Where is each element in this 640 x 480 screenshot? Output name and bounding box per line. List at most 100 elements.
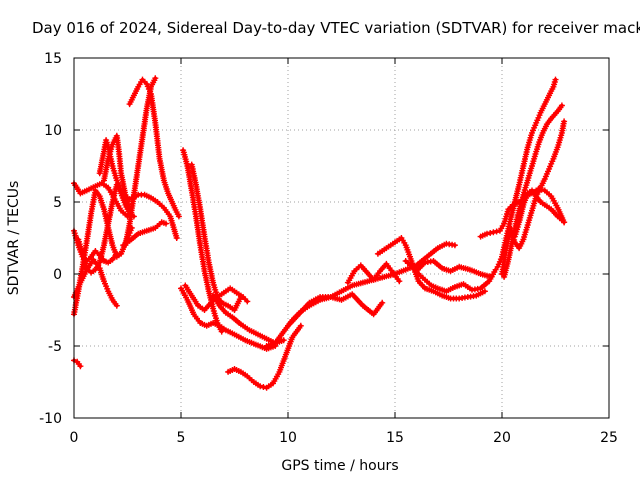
data-point-track-16-1	[217, 304, 222, 308]
data-point-track-12-2	[190, 188, 194, 193]
data-point-track-19-5	[339, 298, 344, 302]
data-point-track-27-10	[543, 177, 547, 181]
data-point-track-27-7	[530, 209, 534, 213]
data-point-track-15-7	[224, 328, 228, 332]
data-point-track-01-5	[106, 186, 110, 190]
data-point-track-20-2	[359, 263, 363, 267]
series-track-14	[182, 282, 251, 313]
data-point-track-02-3	[85, 239, 89, 243]
data-point-track-08-4	[110, 164, 115, 168]
data-point-track-26-13	[560, 103, 564, 108]
data-point-track-26-12	[556, 109, 560, 113]
data-point-track-22-2	[416, 272, 421, 276]
data-point-track-08-6	[119, 188, 123, 193]
data-point-track-28-8	[543, 203, 547, 207]
data-point-track-21-3	[399, 236, 403, 240]
data-point-track-05-5	[98, 260, 102, 265]
data-point-track-17-11	[299, 324, 303, 328]
data-point-track-14-3	[202, 308, 207, 312]
data-point-track-07-2	[110, 142, 115, 146]
data-point-track-04-8	[115, 304, 119, 308]
data-point-track-08-5	[115, 178, 119, 182]
data-point-track-09-8	[162, 178, 166, 182]
x-tick-label-20: 20	[493, 430, 511, 446]
data-point-track-18-18	[444, 242, 448, 246]
series-track-28	[507, 187, 568, 240]
data-point-track-09-10	[173, 206, 177, 210]
data-point-track-28-3	[521, 203, 526, 207]
data-point-track-13-3	[202, 235, 207, 239]
data-point-track-26-9	[541, 131, 545, 135]
data-point-track-18-8	[339, 289, 344, 293]
data-point-track-13-4	[207, 260, 211, 265]
x-tick-label-0: 0	[70, 430, 79, 446]
data-point-track-18-2	[282, 330, 286, 334]
data-point-track-24-13	[556, 206, 560, 210]
data-point-track-09-11	[177, 214, 181, 218]
data-point-track-08-7	[123, 194, 127, 198]
data-point-track-27-2	[509, 226, 513, 230]
plot-frame	[73, 57, 610, 419]
data-point-track-14-10	[245, 299, 249, 303]
data-point-track-01-1	[78, 191, 82, 195]
data-point-track-28-11	[562, 220, 566, 224]
data-point-track-20-5	[378, 269, 382, 273]
data-point-track-13-1	[194, 183, 198, 187]
x-tick-label-10: 10	[279, 430, 297, 446]
data-point-track-11-1	[128, 239, 132, 243]
data-point-track-11-0	[121, 243, 125, 247]
series-track-11	[120, 219, 169, 249]
data-point-track-18-16	[425, 255, 429, 259]
data-point-track-18-17	[436, 246, 440, 250]
data-point-track-12-9	[220, 330, 224, 334]
data-point-track-10-7	[153, 76, 157, 80]
data-point-track-27-1	[504, 246, 508, 250]
data-point-track-15-10	[254, 343, 258, 347]
data-point-track-25-7	[526, 145, 530, 149]
data-point-track-17-1	[232, 367, 237, 371]
data-point-track-12-1	[185, 164, 189, 168]
data-point-track-09-4	[145, 82, 149, 86]
data-point-track-25-0	[496, 265, 500, 269]
data-point-track-25-3	[509, 217, 513, 221]
data-point-track-08-13	[155, 200, 160, 204]
data-point-track-27-0	[500, 272, 504, 276]
data-point-track-01-2	[85, 188, 89, 193]
data-point-track-07-3	[115, 134, 119, 138]
data-point-track-04-1	[78, 281, 82, 285]
data-point-track-21-4	[404, 243, 408, 247]
data-point-track-17-2	[239, 370, 243, 374]
data-point-track-18-1	[273, 341, 277, 345]
data-point-track-27-9	[538, 186, 543, 190]
data-point-track-04-3	[91, 258, 95, 262]
data-point-track-25-4	[513, 200, 517, 204]
data-point-track-28-4	[526, 191, 530, 195]
data-point-track-16-9	[282, 338, 286, 342]
data-point-track-16-0	[211, 294, 215, 298]
data-point-track-06-1	[75, 360, 79, 364]
data-point-track-11-2	[136, 232, 140, 236]
data-point-track-19-2	[307, 301, 311, 305]
data-point-track-18-0	[265, 344, 269, 348]
data-point-track-12-0	[181, 148, 185, 152]
data-point-track-27-15	[562, 119, 566, 123]
data-point-track-23-3	[440, 266, 444, 270]
data-point-track-27-4	[517, 246, 521, 250]
data-point-track-28-7	[538, 200, 543, 204]
data-point-track-20-8	[397, 279, 401, 283]
data-point-track-08-11	[143, 193, 147, 197]
data-point-track-03-8	[106, 260, 110, 265]
data-point-track-25-12	[547, 93, 551, 97]
y-tick-label-10: 10	[44, 123, 62, 139]
data-point-track-08-1	[102, 150, 106, 154]
data-point-track-18-10	[361, 281, 365, 285]
y-axis-label: SDTVAR / TECUs	[6, 181, 22, 296]
data-point-track-18-15	[414, 263, 418, 267]
y-tick-label-15: 15	[44, 51, 62, 67]
data-point-track-21-11	[449, 296, 453, 301]
data-point-track-22-8	[461, 282, 466, 286]
y-tick-label--10: -10	[39, 411, 62, 427]
y-tick-labels: -10 -5 0 5 10 15	[39, 51, 62, 427]
data-point-track-10-4	[140, 135, 145, 139]
data-point-track-22-9	[470, 288, 474, 292]
